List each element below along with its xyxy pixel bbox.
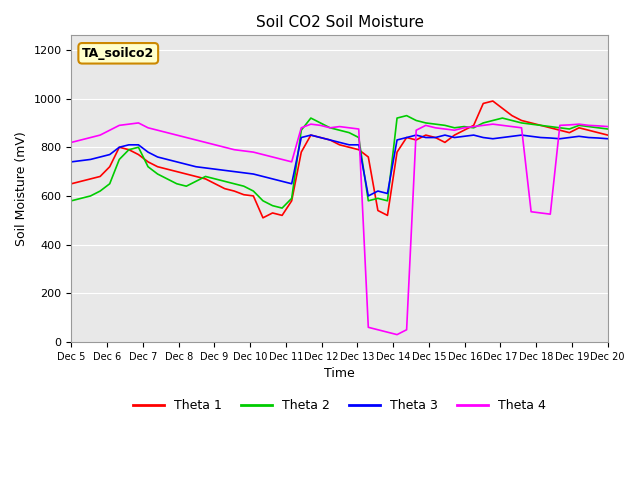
Theta 4 [451,127,458,133]
Line: Theta 3: Theta 3 [72,135,608,196]
Theta 2 [451,125,458,131]
Theta 1 [86,176,94,182]
Theta 2 [96,188,104,194]
Theta 4 [96,132,104,138]
Theta 3 [86,156,94,162]
Theta 4 [307,121,315,127]
Theta 2 [460,124,468,130]
Theta 1 [451,132,458,138]
Theta 1 [604,132,612,138]
Line: Theta 2: Theta 2 [72,116,608,208]
Theta 1 [211,181,219,187]
Theta 3 [96,154,104,160]
Theta 4 [221,144,228,150]
Theta 3 [451,135,458,141]
Text: TA_soilco2: TA_soilco2 [82,47,154,60]
Theta 4 [86,135,94,141]
Theta 1 [307,132,315,138]
Theta 2 [68,198,76,204]
Theta 4 [604,124,612,130]
Theta 3 [460,133,468,139]
Theta 4 [460,125,468,131]
Theta 3 [211,166,219,172]
Theta 3 [364,193,372,199]
Line: Theta 1: Theta 1 [72,101,608,218]
Title: Soil CO2 Soil Moisture: Soil CO2 Soil Moisture [255,15,424,30]
Theta 1 [489,98,497,104]
Theta 1 [441,140,449,145]
Theta 3 [604,136,612,142]
Theta 2 [307,115,315,121]
Theta 2 [604,126,612,132]
Theta 1 [259,215,267,221]
Theta 2 [278,205,286,211]
Line: Theta 4: Theta 4 [72,123,608,335]
Theta 2 [86,193,94,199]
Theta 4 [393,332,401,337]
Legend: Theta 1, Theta 2, Theta 3, Theta 4: Theta 1, Theta 2, Theta 3, Theta 4 [128,394,551,417]
Theta 3 [68,159,76,165]
X-axis label: Time: Time [324,367,355,380]
Theta 1 [68,181,76,187]
Theta 2 [403,113,410,119]
Theta 3 [307,132,315,138]
Theta 1 [96,174,104,180]
Theta 2 [211,176,219,182]
Theta 4 [68,140,76,145]
Theta 3 [298,135,305,141]
Theta 4 [134,120,142,126]
Y-axis label: Soil Moisture (mV): Soil Moisture (mV) [15,131,28,246]
